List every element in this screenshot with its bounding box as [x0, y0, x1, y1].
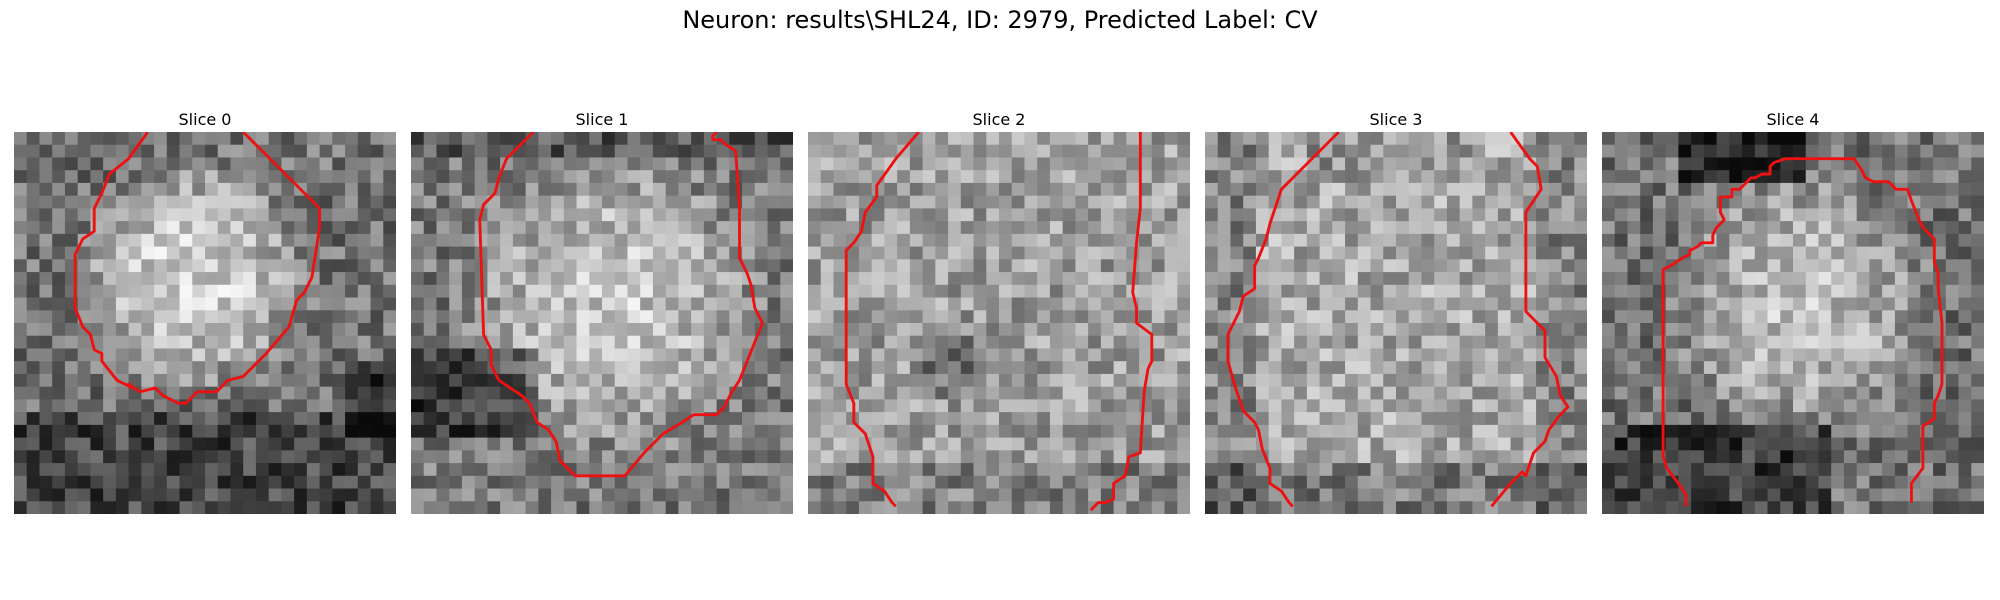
noise-texture [1602, 132, 1984, 514]
contour-line [1490, 132, 1570, 508]
slice-panel-3: Slice 3 [1205, 108, 1587, 514]
noise-texture [14, 132, 396, 514]
figure-title: Neuron: results\SHL24, ID: 2979, Predict… [682, 6, 1318, 34]
slice-panel-2: Slice 2 [808, 108, 1190, 514]
slice-panel-4: Slice 4 [1602, 108, 1984, 514]
contour-line [478, 132, 764, 478]
contour-line [1226, 132, 1340, 508]
slice-image-2 [808, 132, 1190, 514]
contour-line [844, 132, 920, 508]
slice-title-3: Slice 3 [1369, 110, 1423, 129]
slice-image-1 [411, 132, 793, 514]
noise-texture [808, 132, 1190, 514]
slice-image-4 [1602, 132, 1984, 514]
contour-line [1089, 132, 1154, 512]
slice-title-1: Slice 1 [575, 110, 629, 129]
slice-title-4: Slice 4 [1766, 110, 1820, 129]
slice-panel-1: Slice 1 [411, 108, 793, 514]
noise-texture [1205, 132, 1587, 514]
slice-panel-0: Slice 0 [14, 108, 396, 514]
slice-image-0 [14, 132, 396, 514]
contour-line [1661, 157, 1944, 507]
slice-title-0: Slice 0 [178, 110, 232, 129]
noise-texture [411, 132, 793, 514]
contour-line [73, 132, 322, 405]
slice-image-3 [1205, 132, 1587, 514]
slice-title-2: Slice 2 [972, 110, 1026, 129]
